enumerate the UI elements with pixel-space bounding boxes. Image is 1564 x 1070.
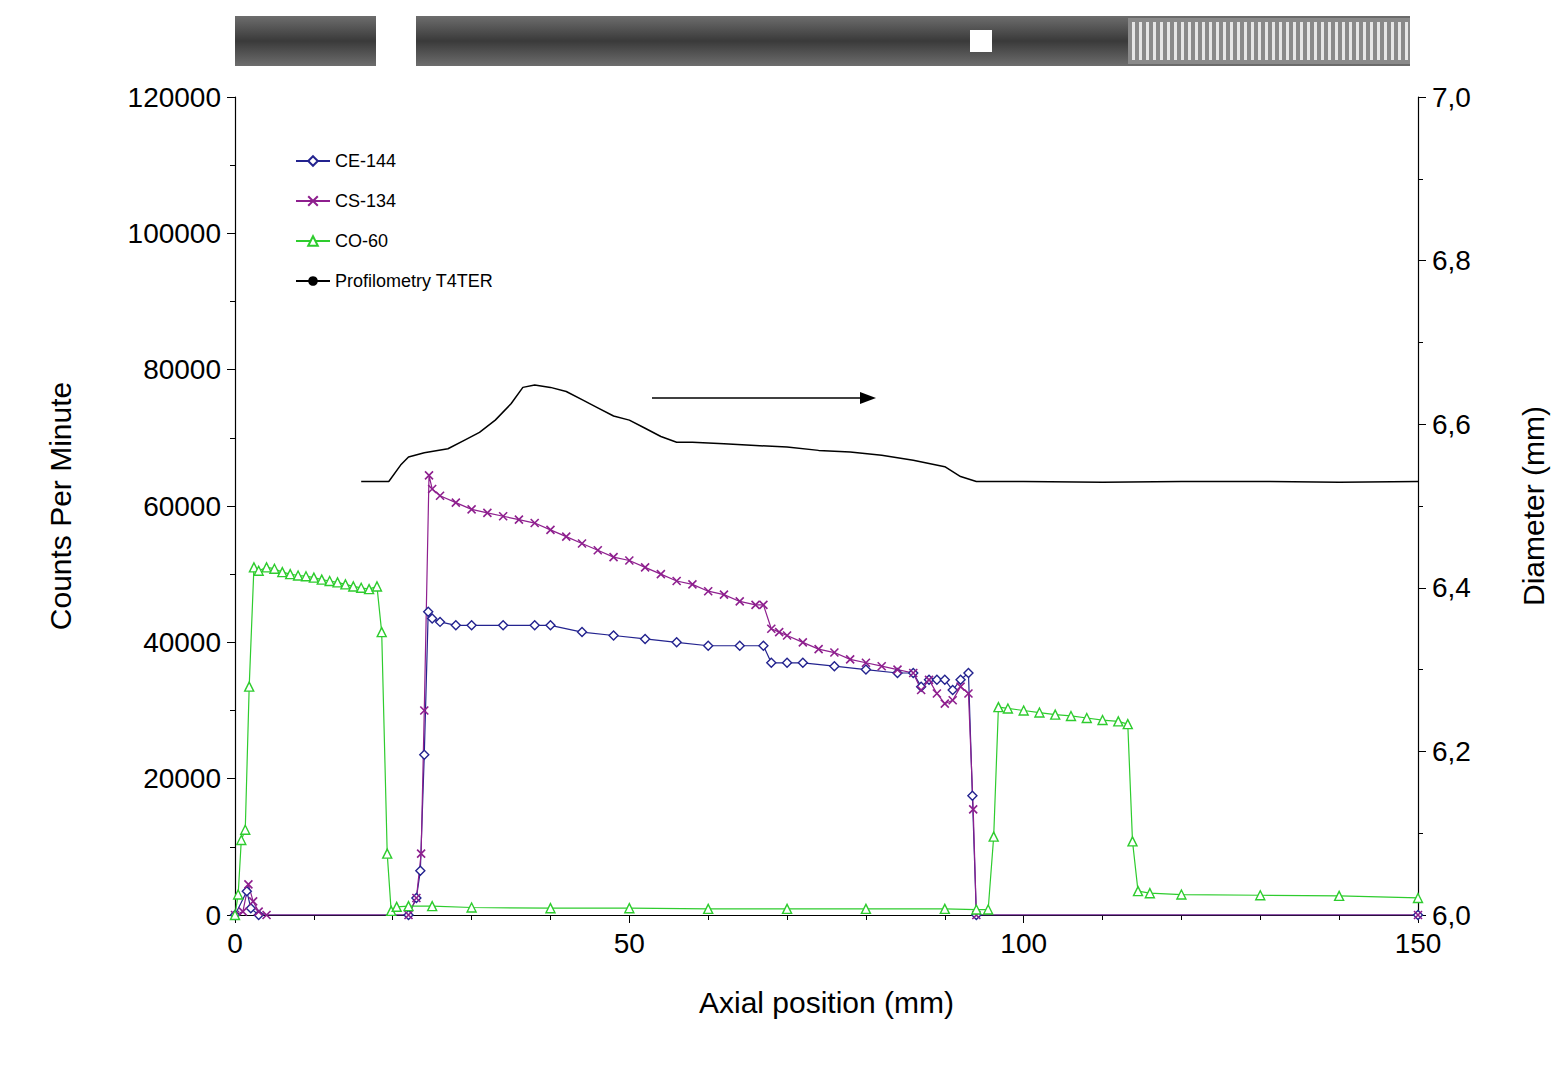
svg-text:50: 50 — [614, 928, 645, 959]
svg-text:6,6: 6,6 — [1432, 409, 1471, 440]
svg-text:Profilometry T4TER: Profilometry T4TER — [335, 271, 493, 291]
svg-text:CS-134: CS-134 — [335, 191, 396, 211]
svg-text:6,2: 6,2 — [1432, 736, 1471, 767]
svg-text:CO-60: CO-60 — [335, 231, 388, 251]
svg-text:120000: 120000 — [128, 82, 221, 113]
svg-text:0: 0 — [205, 900, 221, 931]
svg-text:7,0: 7,0 — [1432, 82, 1471, 113]
svg-text:6,4: 6,4 — [1432, 572, 1471, 603]
svg-text:60000: 60000 — [143, 491, 221, 522]
svg-text:CE-144: CE-144 — [335, 151, 396, 171]
svg-text:80000: 80000 — [143, 354, 221, 385]
svg-text:100000: 100000 — [128, 218, 221, 249]
svg-text:40000: 40000 — [143, 627, 221, 658]
svg-text:Diameter (mm): Diameter (mm) — [1517, 406, 1550, 606]
svg-text:6,8: 6,8 — [1432, 245, 1471, 276]
svg-text:Axial position (mm): Axial position (mm) — [699, 986, 954, 1019]
svg-text:150: 150 — [1395, 928, 1442, 959]
svg-text:20000: 20000 — [143, 763, 221, 794]
svg-text:6,0: 6,0 — [1432, 900, 1471, 931]
svg-text:0: 0 — [227, 928, 243, 959]
svg-text:100: 100 — [1000, 928, 1047, 959]
svg-text:Counts Per Minute: Counts Per Minute — [44, 382, 77, 630]
